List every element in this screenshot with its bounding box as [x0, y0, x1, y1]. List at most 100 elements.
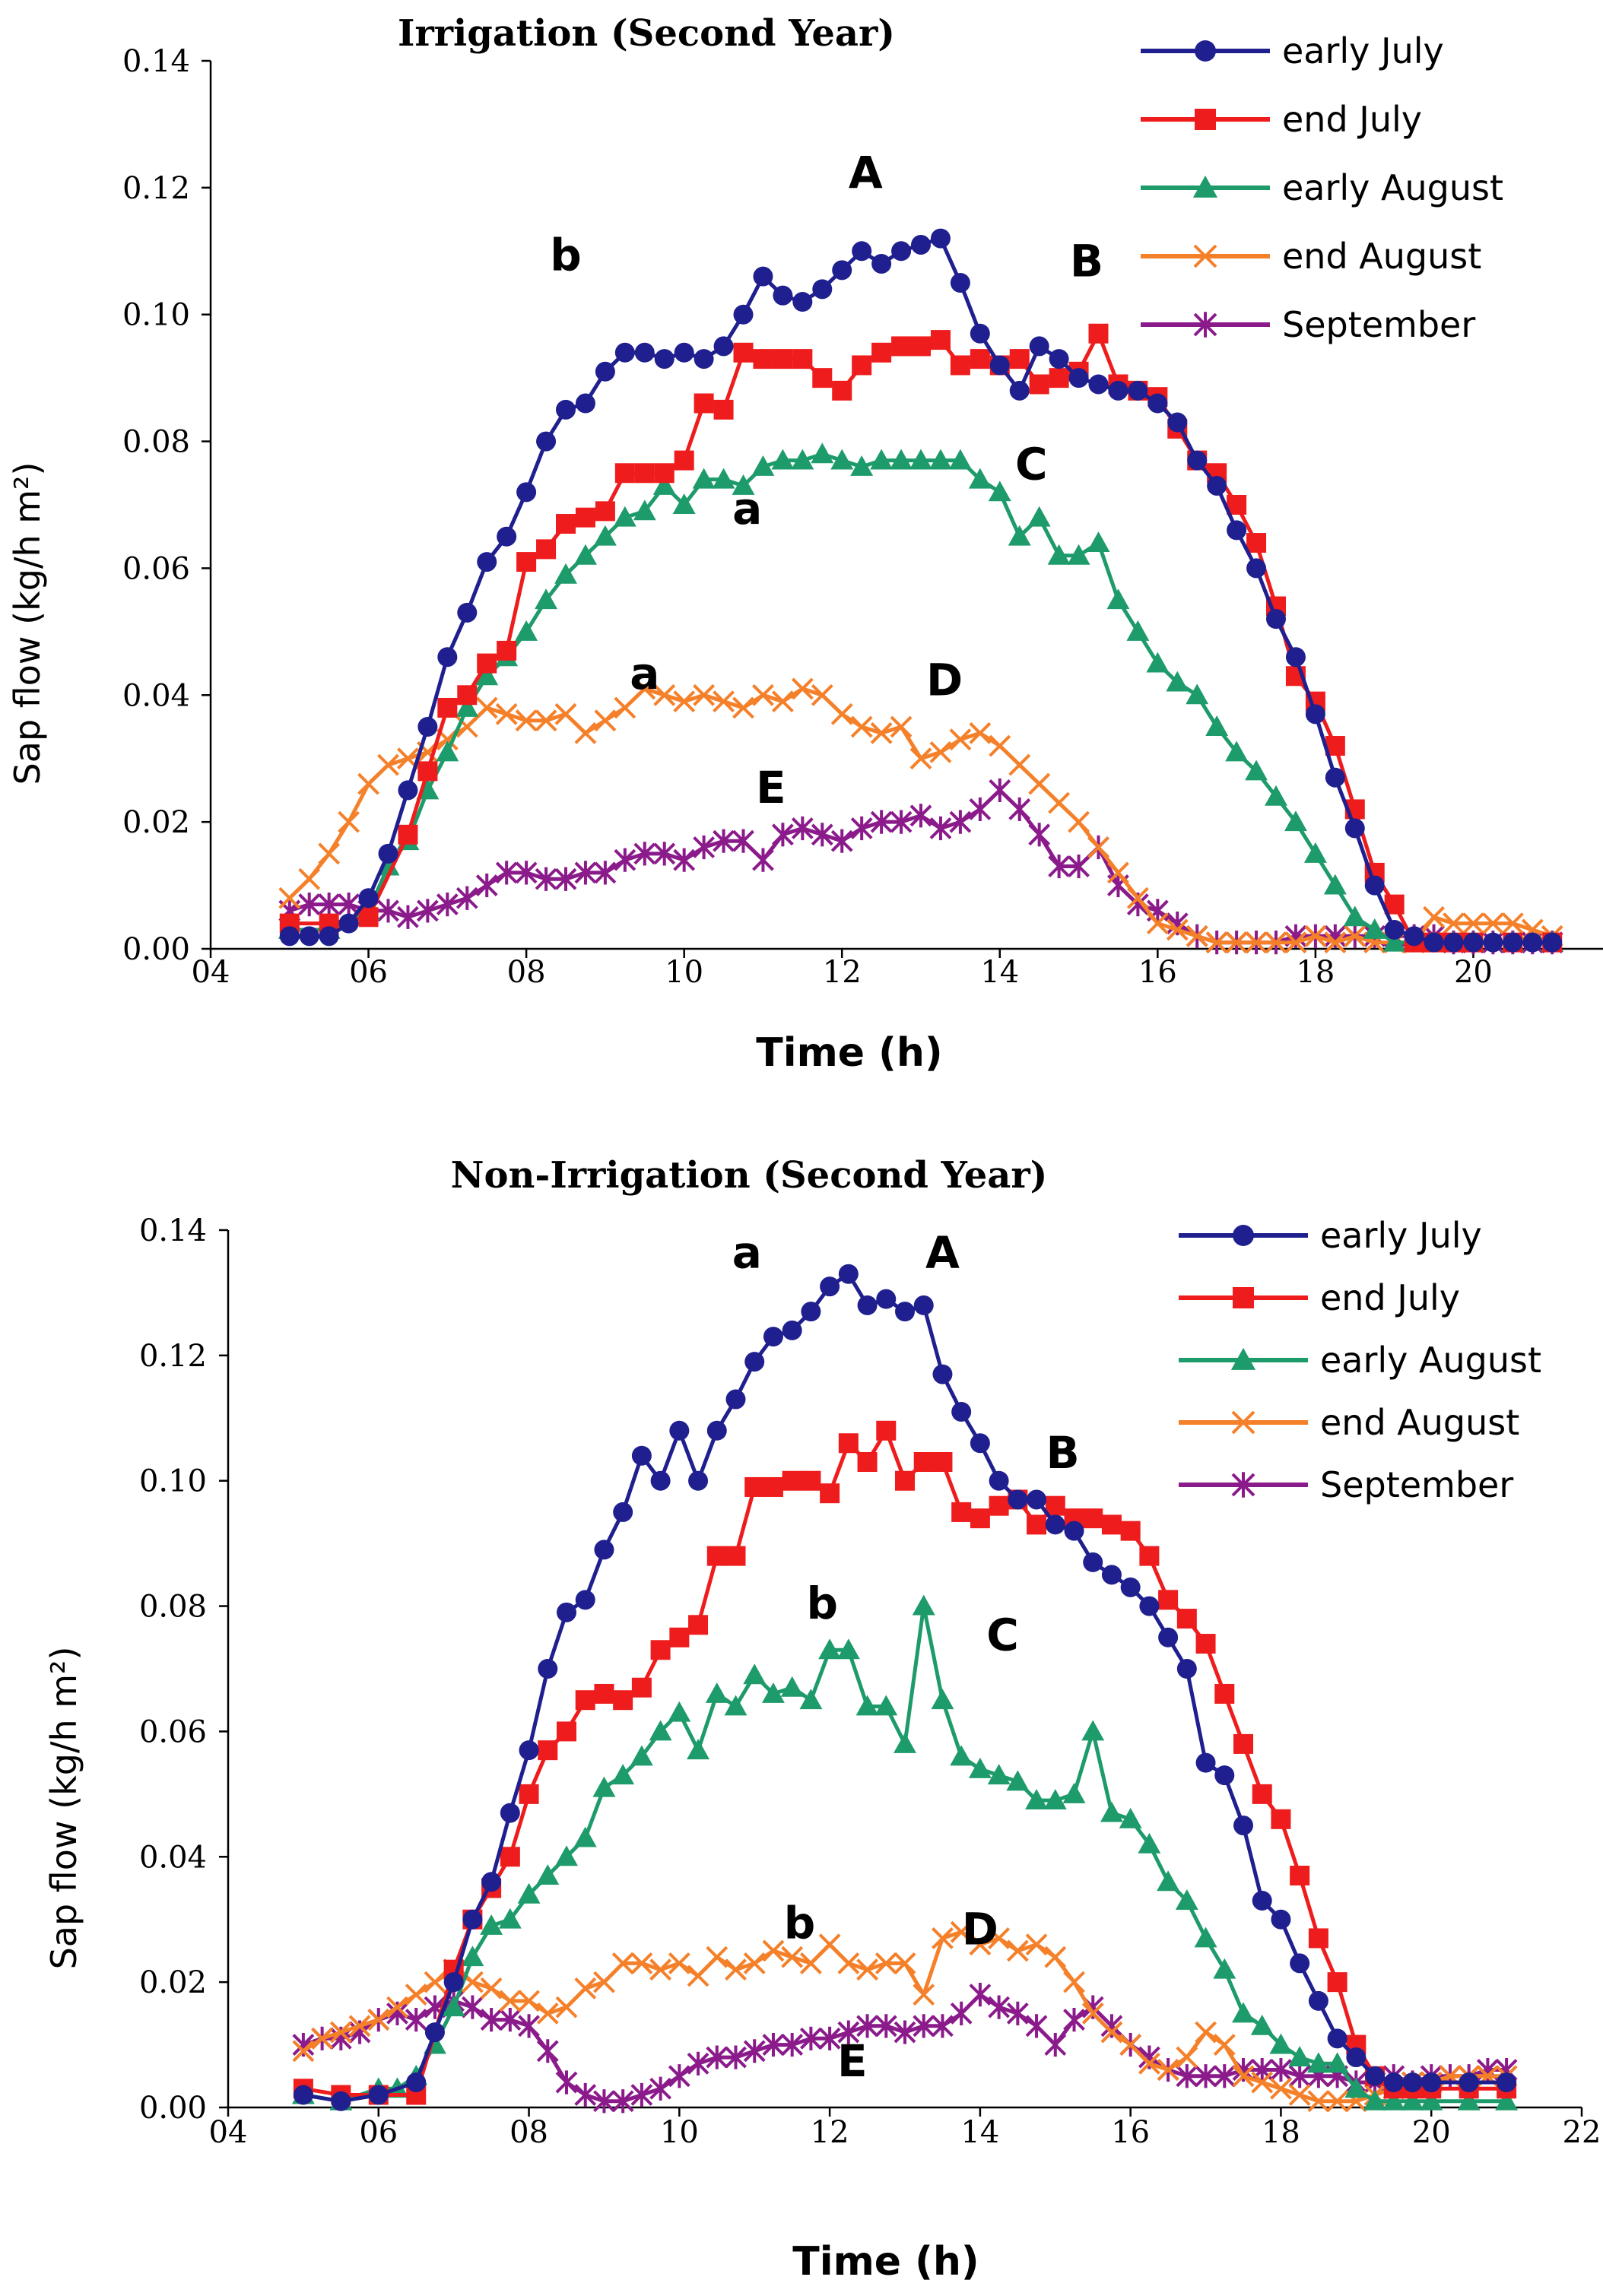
data-point	[801, 1470, 821, 1491]
data-point	[1288, 2046, 1312, 2067]
data-point	[649, 1958, 672, 1981]
data-point	[1068, 810, 1090, 833]
data-point	[876, 1420, 897, 1441]
data-point	[870, 449, 894, 470]
y-tick-label: 0.10	[122, 298, 190, 333]
data-point	[1233, 1816, 1253, 1836]
data-point	[733, 342, 754, 363]
data-point	[968, 468, 992, 489]
data-point	[970, 349, 990, 369]
data-point	[1108, 380, 1128, 401]
chart-title: Non-Irrigation (Second Year)	[451, 1154, 1048, 1197]
data-point	[875, 2014, 897, 2038]
x-tick-label: 10	[660, 2115, 699, 2150]
y-tick-label: 0.06	[122, 551, 190, 586]
data-point	[890, 449, 913, 470]
data-point	[611, 2089, 634, 2114]
data-point	[871, 253, 892, 274]
data-point	[1290, 1866, 1310, 1886]
y-tick-label: 0.04	[139, 1840, 207, 1875]
data-point	[1068, 368, 1089, 388]
annotation-label: E	[837, 2035, 868, 2087]
y-tick-label: 0.10	[139, 1464, 207, 1499]
data-point	[1158, 1627, 1179, 1647]
data-point	[743, 1663, 767, 1685]
data-point	[1344, 818, 1365, 839]
x-tick-label: 20	[1454, 955, 1493, 990]
data-point	[1384, 919, 1405, 940]
y-axis-label: Sap flow (kg/h m²)	[43, 1647, 84, 1970]
data-point	[1305, 704, 1325, 725]
data-point	[989, 355, 1010, 376]
data-point	[762, 1939, 785, 1962]
data-point	[932, 1451, 953, 1472]
data-point	[891, 336, 912, 357]
data-point	[891, 241, 912, 262]
data-point	[693, 835, 716, 860]
data-point	[1146, 912, 1169, 935]
data-point	[1128, 380, 1148, 401]
data-point	[279, 926, 300, 947]
data-point	[913, 1984, 935, 2006]
data-point	[573, 1826, 597, 1847]
data-point	[763, 1327, 783, 1347]
data-point	[1382, 931, 1406, 952]
data-point	[1344, 2077, 1368, 2098]
data-point	[557, 1721, 576, 1742]
data-point	[968, 1757, 992, 1778]
data-point	[1166, 918, 1189, 941]
data-point	[1064, 1521, 1084, 1541]
data-point	[631, 1445, 652, 1466]
data-point	[1503, 932, 1523, 953]
y-tick-label: 0.14	[139, 1213, 207, 1248]
data-point	[1139, 1596, 1160, 1616]
data-point	[894, 1732, 916, 1753]
data-point	[688, 1615, 709, 1635]
data-point	[1501, 912, 1524, 935]
data-point	[1325, 767, 1345, 788]
data-point	[969, 721, 992, 744]
data-point	[1101, 1565, 1122, 1585]
data-point	[318, 842, 341, 865]
data-point	[1120, 1577, 1141, 1597]
data-point	[694, 349, 714, 369]
data-point	[536, 1864, 560, 1885]
plot-area: 0.00 0.02 0.04 0.06 0.08 0.10 0.12 0.14 04 06 08 10…	[122, 44, 1603, 990]
data-point	[950, 1745, 973, 1766]
data-point	[1138, 1832, 1161, 1854]
data-point	[1346, 2047, 1367, 2068]
data-point	[614, 342, 635, 363]
data-point	[694, 393, 714, 414]
data-point	[1176, 1659, 1197, 1679]
annotation-label: D	[962, 1904, 998, 1955]
data-point	[378, 843, 398, 864]
data-point	[358, 907, 379, 928]
data-point	[575, 507, 595, 528]
data-point	[1214, 1683, 1235, 1704]
data-point	[1100, 2021, 1123, 2044]
data-point	[970, 1508, 990, 1529]
data-point	[870, 810, 893, 834]
data-point	[318, 893, 341, 917]
data-point	[1120, 1521, 1141, 1541]
data-point	[780, 1676, 804, 1697]
data-point	[890, 715, 913, 738]
data-point	[1308, 1990, 1328, 2011]
series-end-august	[278, 677, 1563, 954]
data-point	[1270, 2077, 1292, 2100]
data-point	[1008, 1489, 1028, 1510]
data-point	[950, 2001, 973, 2025]
data-point	[669, 1420, 690, 1441]
y-tick-label: 0.08	[139, 1590, 207, 1625]
data-point	[477, 653, 497, 674]
data-point	[500, 1803, 520, 1823]
data-point	[1323, 874, 1347, 895]
data-point	[791, 816, 814, 841]
data-point	[929, 816, 952, 841]
data-point	[1157, 1870, 1180, 1892]
data-point	[517, 1882, 541, 1904]
y-tick-label: 0.08	[122, 425, 190, 460]
data-point	[556, 514, 576, 534]
data-point	[1100, 1801, 1123, 1822]
data-point	[970, 1433, 990, 1454]
